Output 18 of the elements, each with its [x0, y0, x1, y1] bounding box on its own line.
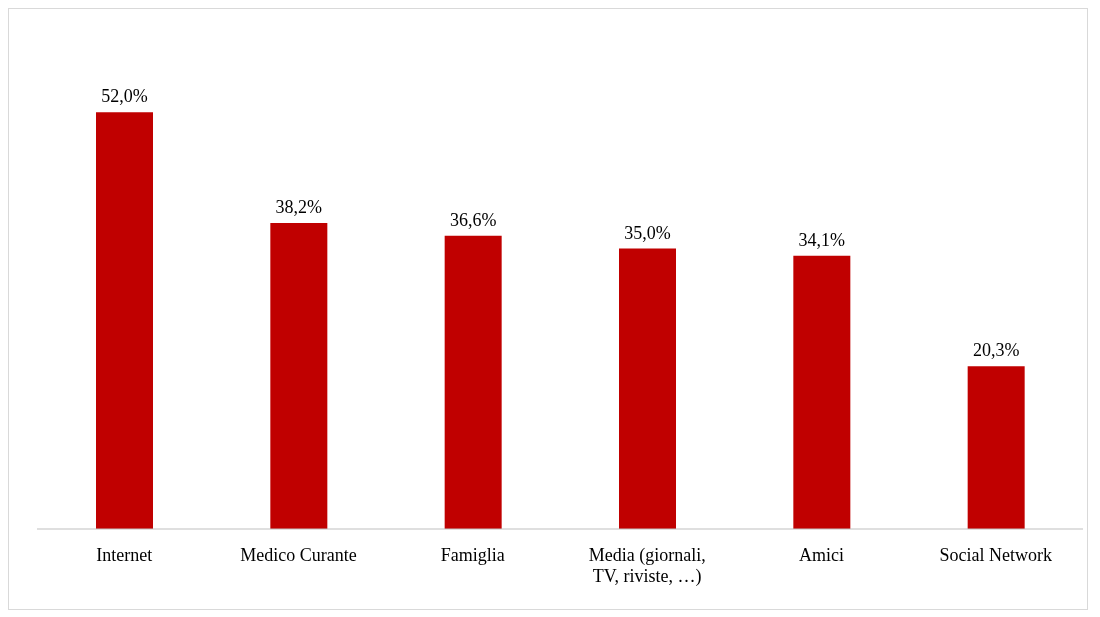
data-label: 36,6%	[449, 209, 497, 230]
bar	[270, 222, 328, 529]
bar	[619, 248, 676, 529]
bar	[444, 235, 502, 529]
data-label: 38,2%	[275, 196, 323, 217]
x-tick-label: Amici	[799, 545, 844, 566]
data-label: 20,3%	[972, 340, 1020, 361]
x-tick-label: Famiglia	[440, 545, 505, 566]
data-label: 34,1%	[798, 229, 846, 250]
bar	[967, 366, 1025, 529]
data-label: 35,0%	[624, 222, 671, 243]
bar	[793, 255, 851, 529]
data-label: 52,0%	[101, 86, 148, 107]
x-tick-label: Medico Curante	[240, 545, 357, 566]
x-tick-label: Internet	[96, 545, 153, 566]
x-tick-label: Media (giornali, TV, riviste, …)	[588, 545, 706, 588]
x-tick-label: Social Network	[939, 545, 1053, 566]
bar	[96, 112, 153, 529]
